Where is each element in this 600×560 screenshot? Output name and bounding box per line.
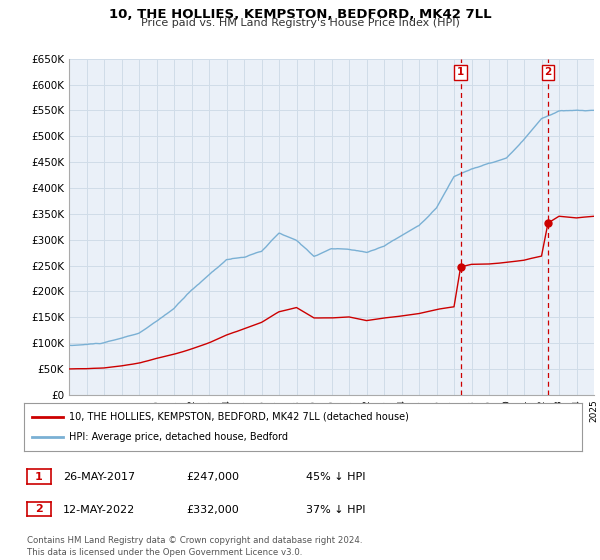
Text: 10, THE HOLLIES, KEMPSTON, BEDFORD, MK42 7LL (detached house): 10, THE HOLLIES, KEMPSTON, BEDFORD, MK42… — [68, 412, 409, 422]
Text: 12-MAY-2022: 12-MAY-2022 — [63, 505, 135, 515]
Text: 10, THE HOLLIES, KEMPSTON, BEDFORD, MK42 7LL: 10, THE HOLLIES, KEMPSTON, BEDFORD, MK42… — [109, 8, 491, 21]
Text: 2: 2 — [35, 504, 43, 514]
Text: 1: 1 — [457, 67, 464, 77]
Text: 26-MAY-2017: 26-MAY-2017 — [63, 472, 135, 482]
Text: 1: 1 — [35, 472, 43, 482]
Text: Price paid vs. HM Land Registry's House Price Index (HPI): Price paid vs. HM Land Registry's House … — [140, 18, 460, 29]
Text: 45% ↓ HPI: 45% ↓ HPI — [306, 472, 365, 482]
Text: £247,000: £247,000 — [186, 472, 239, 482]
Text: HPI: Average price, detached house, Bedford: HPI: Average price, detached house, Bedf… — [68, 432, 287, 442]
Text: 37% ↓ HPI: 37% ↓ HPI — [306, 505, 365, 515]
Text: 2: 2 — [544, 67, 551, 77]
Text: £332,000: £332,000 — [186, 505, 239, 515]
Text: Contains HM Land Registry data © Crown copyright and database right 2024.
This d: Contains HM Land Registry data © Crown c… — [27, 536, 362, 557]
